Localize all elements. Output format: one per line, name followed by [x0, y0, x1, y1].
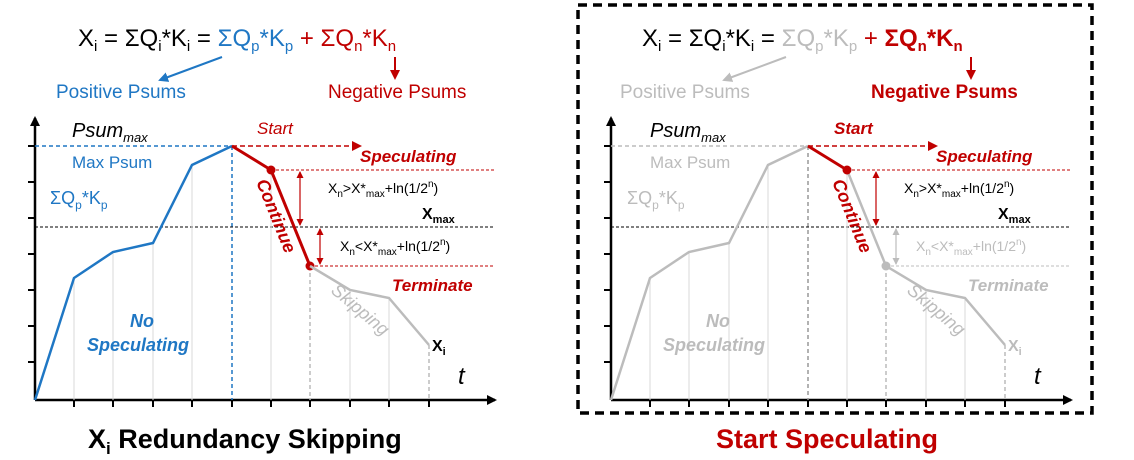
positive-psums-label-gray: Positive Psums	[620, 82, 750, 103]
x-ticks	[73, 400, 430, 407]
cond-lt-label: Xn<X*max+ln(1/2n)	[340, 237, 450, 258]
t-axis-label-right: t	[1034, 363, 1042, 390]
cond-gt-label-right: Xn>X*max+ln(1/2n)	[904, 179, 1014, 200]
positive-arrow	[158, 56, 223, 82]
x-ticks-right	[649, 400, 1006, 407]
psum-max-label: Psummax	[72, 120, 148, 145]
grid-verticals	[73, 165, 390, 400]
xmax-label-right: Xmax	[998, 206, 1032, 226]
positive-curve	[33, 144, 233, 401]
y-ticks-right	[604, 145, 611, 363]
right-caption: Start Speculating	[716, 424, 938, 454]
skipping-label-gray: Skipping	[903, 280, 969, 340]
no-label-gray: No	[706, 311, 730, 331]
skipping-label: Skipping	[327, 280, 393, 340]
right-formula: Xi = ΣQi*Ki = ΣQp*Kp + ΣQn*Kn	[642, 25, 963, 55]
remaining-curve-gray	[845, 169, 1006, 346]
positive-curve-gray	[609, 144, 809, 401]
max-psum-label: Max Psum	[72, 153, 152, 172]
highlight-box	[576, 3, 1094, 415]
start-label: Start	[257, 119, 294, 138]
no-speculating-label: Speculating	[87, 335, 189, 355]
xmax-label: Xmax	[422, 206, 456, 226]
right-panel: Xi = ΣQi*Ki = ΣQp*Kp + ΣQn*Kn Positive P…	[576, 3, 1094, 454]
negative-psums-label-bold: Negative Psums	[871, 82, 1018, 103]
xi-label-gray: Xi	[1008, 338, 1022, 358]
positive-psums-label: Positive Psums	[56, 82, 186, 103]
max-psum-label-gray: Max Psum	[650, 153, 730, 172]
xi-label: Xi	[432, 338, 446, 358]
speculate-point-right	[842, 165, 852, 175]
grid-verticals-right	[649, 165, 966, 400]
terminate-label: Terminate	[392, 276, 473, 295]
continue-label: Continue	[252, 176, 300, 256]
sum-qp-kp-label: ΣQp*Kp	[50, 188, 108, 212]
sum-qp-kp-label-gray: ΣQp*Kp	[627, 188, 685, 212]
cond-gt-label: Xn>X*max+ln(1/2n)	[328, 179, 438, 200]
continue-label-right: Continue	[828, 176, 876, 256]
skipping-curve	[309, 264, 430, 346]
cond-lt-label-gray: Xn<X*max+ln(1/2n)	[916, 237, 1026, 258]
positive-arrow-gray	[722, 56, 787, 82]
speculate-point	[266, 165, 276, 175]
negative-psums-label: Negative Psums	[328, 82, 466, 103]
no-speculating-label-gray: Speculating	[663, 335, 765, 355]
no-label: No	[130, 311, 154, 331]
left-caption: Xi Redundancy Skipping	[88, 424, 402, 458]
speculating-label: Speculating	[360, 147, 457, 166]
speculating-label-right: Speculating	[936, 147, 1033, 166]
left-panel: Xi = ΣQi*Ki = ΣQp*Kp + ΣQn*Kn Positive P…	[28, 25, 497, 458]
start-segment-red	[807, 144, 848, 172]
terminate-label-gray: Terminate	[968, 276, 1049, 295]
left-formula: Xi = ΣQi*Ki = ΣQp*Kp + ΣQn*Kn	[78, 25, 396, 55]
y-ticks	[28, 145, 35, 363]
psum-max-label-right: Psummax	[650, 120, 726, 145]
terminate-point-gray	[881, 261, 891, 271]
start-label-right: Start	[834, 119, 874, 138]
t-axis-label: t	[458, 363, 466, 390]
